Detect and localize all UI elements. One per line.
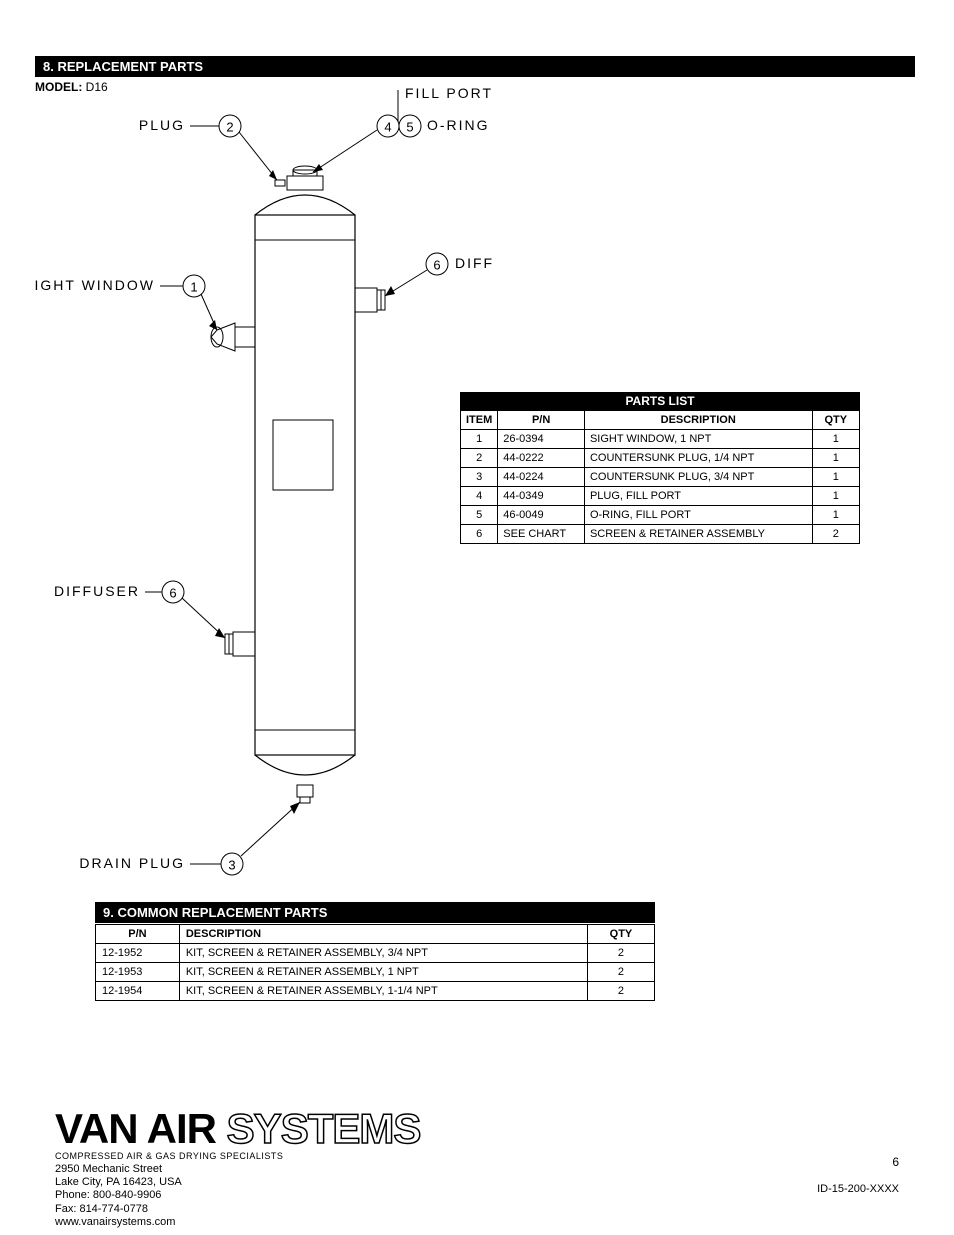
company-logo: VAN AIR SYSTEMS COMPRESSED AIR & GAS DRY… bbox=[55, 1105, 420, 1161]
label-sight-window: SIGHT WINDOW bbox=[35, 277, 155, 293]
label-diffuser-bottom: DIFFUSER bbox=[54, 583, 140, 599]
table-row: 12-1954KIT, SCREEN & RETAINER ASSEMBLY, … bbox=[96, 982, 655, 1001]
logo-bold: VAN AIR bbox=[55, 1105, 216, 1152]
col-qty: QTY bbox=[812, 411, 859, 430]
col-pn: P/N bbox=[498, 411, 585, 430]
section-title: 8. REPLACEMENT PARTS bbox=[43, 59, 203, 74]
col-pn2: P/N bbox=[96, 925, 180, 944]
parts-list-table: ITEM P/N DESCRIPTION QTY 126-0394SIGHT W… bbox=[460, 410, 860, 544]
col-qty2: QTY bbox=[587, 925, 654, 944]
parts-diagram: FILL PORT PLUG 4 5 O-RING PLUG 2 SIGHT W… bbox=[35, 80, 495, 880]
table-row: 6SEE CHARTSCREEN & RETAINER ASSEMBLY2 bbox=[461, 525, 860, 544]
balloon-6-top: 6 bbox=[433, 258, 440, 273]
common-parts-title: 9. COMMON REPLACEMENT PARTS bbox=[95, 902, 655, 923]
col-desc: DESCRIPTION bbox=[584, 411, 812, 430]
table-row: 12-1953KIT, SCREEN & RETAINER ASSEMBLY, … bbox=[96, 963, 655, 982]
table-row: 546-0049O-RING, FILL PORT1 bbox=[461, 506, 860, 525]
parts-list-title: PARTS LIST bbox=[460, 392, 860, 410]
balloon-6-bottom: 6 bbox=[169, 586, 176, 601]
table-row: 126-0394SIGHT WINDOW, 1 NPT1 bbox=[461, 430, 860, 449]
balloon-1: 1 bbox=[190, 280, 197, 295]
page-number: 6 bbox=[892, 1155, 899, 1169]
balloon-3: 3 bbox=[228, 858, 235, 873]
table-row: 444-0349PLUG, FILL PORT1 bbox=[461, 487, 860, 506]
common-parts-table: P/N DESCRIPTION QTY 12-1952KIT, SCREEN &… bbox=[95, 924, 655, 1001]
parts-list-section: PARTS LIST ITEM P/N DESCRIPTION QTY 126-… bbox=[460, 392, 860, 544]
footer-address: 2950 Mechanic Street Lake City, PA 16423… bbox=[55, 1163, 182, 1229]
table-row: 244-0222COUNTERSUNK PLUG, 1/4 NPT1 bbox=[461, 449, 860, 468]
label-diffuser-top: DIFFUSER bbox=[455, 255, 495, 271]
col-desc2: DESCRIPTION bbox=[179, 925, 587, 944]
col-item: ITEM bbox=[461, 411, 498, 430]
label-plug: PLUG bbox=[139, 117, 185, 133]
balloon-5: 5 bbox=[406, 120, 413, 135]
logo-outline: SYSTEMS bbox=[216, 1105, 420, 1152]
table-row: 12-1952KIT, SCREEN & RETAINER ASSEMBLY, … bbox=[96, 944, 655, 963]
footer-doc-id: ID-15-200-XXXX bbox=[817, 1183, 899, 1195]
balloon-2: 2 bbox=[226, 120, 233, 135]
label-o-ring: O-RING bbox=[427, 117, 490, 133]
label-drain-plug: DRAIN PLUG bbox=[79, 855, 185, 871]
table-row: 344-0224COUNTERSUNK PLUG, 3/4 NPT1 bbox=[461, 468, 860, 487]
balloon-4: 4 bbox=[384, 120, 391, 135]
label-fill-port-plug: FILL PORT PLUG bbox=[405, 85, 495, 101]
